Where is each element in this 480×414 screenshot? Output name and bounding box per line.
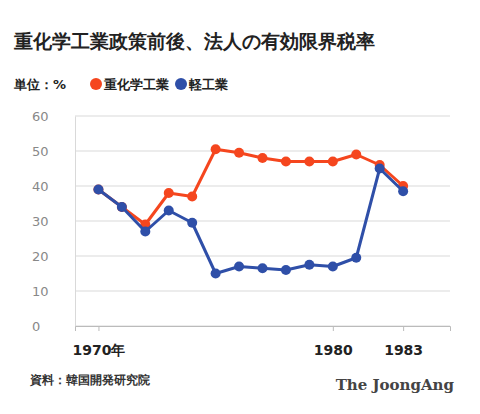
y-tick: 60	[32, 109, 75, 124]
y-tick-label: 0	[32, 319, 40, 334]
plot-area	[93, 144, 408, 278]
y-tick-label: 10	[32, 284, 49, 299]
y-axis-line	[75, 117, 76, 327]
point	[375, 164, 385, 174]
title: 重化学工業政策前後、法人の有効限界税率	[13, 30, 375, 52]
x-tick-label: 1980	[314, 342, 353, 358]
grid	[75, 116, 450, 326]
point	[187, 218, 197, 228]
x-tick-mark	[333, 326, 334, 331]
point	[281, 265, 291, 275]
y-tick-label: 40	[32, 179, 49, 194]
point	[258, 263, 268, 273]
x-tick: 1983	[384, 326, 423, 358]
x-tick-mark	[403, 326, 404, 331]
point	[211, 144, 221, 154]
point	[351, 150, 361, 160]
point	[351, 253, 361, 263]
point	[328, 157, 338, 167]
point	[187, 192, 197, 202]
grid-line	[75, 116, 450, 117]
legend-item: 軽工業	[175, 77, 228, 92]
y-tick-label: 50	[32, 144, 49, 159]
point	[258, 153, 268, 163]
grid-line	[75, 186, 450, 187]
y-axis: 0 10 20 30 40 50 60	[32, 109, 76, 334]
point	[304, 260, 314, 270]
y-tick-label: 30	[32, 214, 49, 229]
y-tick: 40	[32, 179, 75, 194]
point	[398, 186, 408, 196]
legend-swatch	[90, 78, 102, 90]
point	[93, 185, 103, 195]
y-tick: 0	[32, 319, 75, 334]
series-line	[98, 149, 403, 224]
grid-line	[75, 151, 450, 152]
point	[93, 185, 103, 195]
legend-label: 軽工業	[188, 77, 228, 92]
legend-swatch	[175, 78, 187, 90]
point	[117, 202, 127, 212]
x-axis: 1970年 1980 1983	[72, 326, 450, 358]
y-tick: 20	[32, 249, 75, 264]
source: 資料：韓国開発研究院	[29, 373, 150, 387]
unit-label: 単位：%	[13, 77, 66, 92]
point	[328, 262, 338, 272]
legend-item: 重化学工業	[90, 77, 169, 92]
y-tick-label: 20	[32, 249, 49, 264]
point	[117, 202, 127, 212]
chart: 重化学工業政策前後、法人の有効限界税率単位：% 重化学工業 軽工業 0 10 20 30 40…	[0, 0, 480, 414]
x-tick-mark	[98, 326, 99, 331]
y-tick: 50	[32, 144, 75, 159]
y-tick: 10	[32, 284, 75, 299]
y-tick: 30	[32, 214, 75, 229]
grid-line	[75, 256, 450, 257]
point	[211, 269, 221, 279]
point	[164, 206, 174, 216]
legend-label: 重化学工業	[103, 77, 169, 92]
point	[234, 148, 244, 158]
point	[234, 262, 244, 272]
x-tick-label: 1983	[384, 342, 423, 358]
grid-line	[75, 221, 450, 222]
x-tick: 1970年	[72, 326, 125, 358]
point	[281, 157, 291, 167]
x-axis-line	[76, 327, 451, 332]
point	[304, 157, 314, 167]
credit: The JoongAng	[336, 376, 455, 394]
grid-line	[75, 291, 450, 292]
x-tick: 1980	[314, 326, 353, 358]
x-tick-label: 1970年	[72, 342, 125, 358]
point	[164, 188, 174, 198]
y-tick-label: 60	[32, 109, 49, 124]
point	[140, 227, 150, 237]
series-line	[98, 169, 403, 274]
